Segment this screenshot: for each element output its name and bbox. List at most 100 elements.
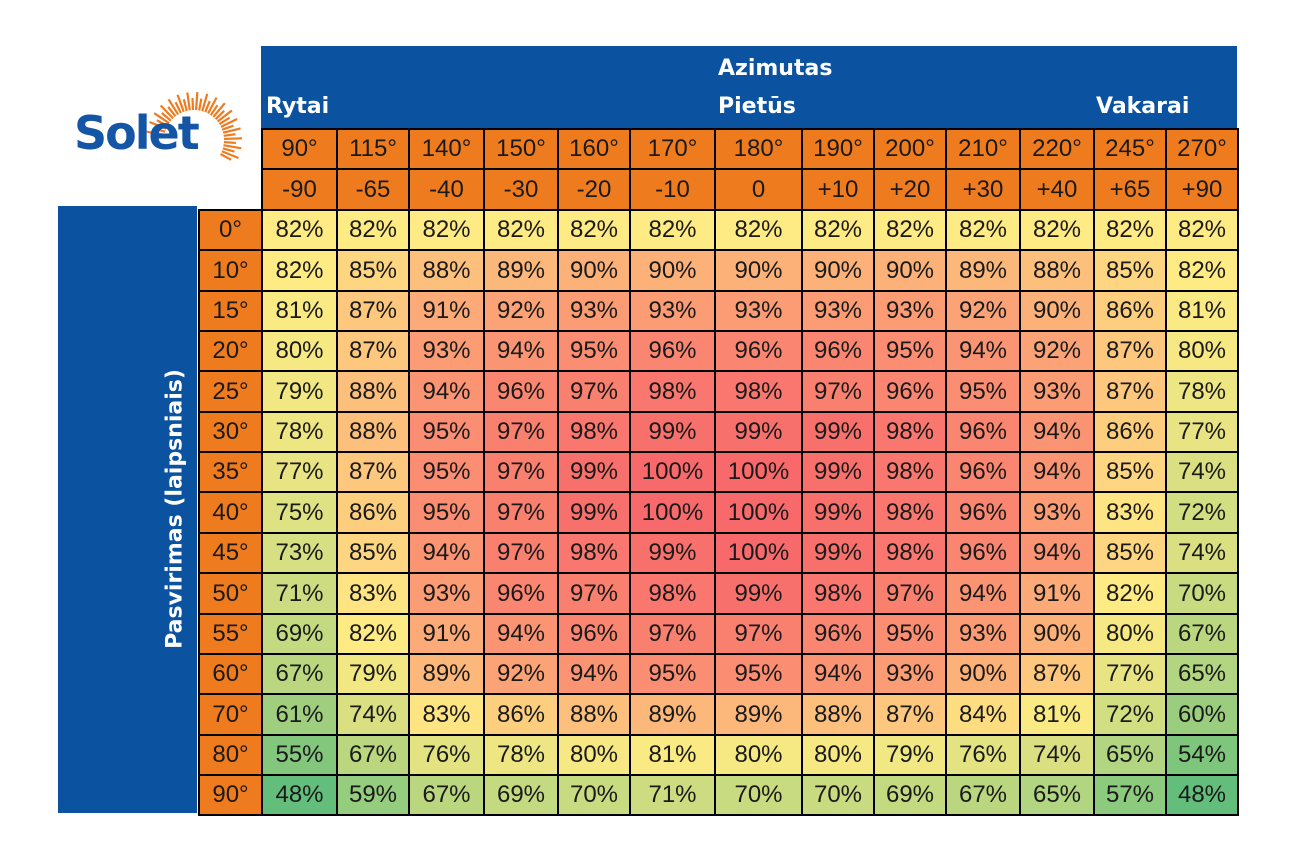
value-cell: 93% bbox=[557, 290, 631, 332]
value-cell: 87% bbox=[336, 330, 410, 372]
value-cell: 93% bbox=[801, 290, 875, 332]
tilt-cell: 0° bbox=[198, 209, 263, 251]
value-cell: 54% bbox=[1165, 734, 1239, 776]
value-cell: 82% bbox=[629, 209, 716, 251]
logo-text: Solet bbox=[74, 106, 200, 160]
value-cell: 96% bbox=[557, 613, 631, 655]
value-cell: 86% bbox=[483, 693, 559, 736]
value-cell: 60% bbox=[1165, 693, 1239, 736]
value-cell: 90% bbox=[557, 249, 631, 292]
value-cell: 77% bbox=[1165, 411, 1239, 453]
value-cell: 70% bbox=[557, 774, 631, 816]
value-cell: 86% bbox=[1093, 411, 1167, 453]
value-cell: 89% bbox=[714, 693, 803, 736]
value-cell: 93% bbox=[714, 290, 803, 332]
azimuth-offset-cell: +40 bbox=[1019, 168, 1095, 211]
value-cell: 78% bbox=[261, 411, 338, 453]
value-cell: 90% bbox=[1019, 613, 1095, 655]
value-cell: 92% bbox=[483, 653, 559, 695]
value-cell: 82% bbox=[873, 209, 947, 251]
value-cell: 97% bbox=[629, 613, 716, 655]
value-cell: 88% bbox=[801, 693, 875, 736]
sun-ray bbox=[223, 137, 243, 141]
value-cell: 82% bbox=[557, 209, 631, 251]
value-cell: 100% bbox=[714, 451, 803, 493]
value-cell: 77% bbox=[1093, 653, 1167, 695]
azimuth-offset-cell: -40 bbox=[408, 168, 485, 211]
value-cell: 97% bbox=[801, 370, 875, 413]
sun-ray bbox=[156, 119, 169, 127]
value-cell: 71% bbox=[629, 774, 716, 816]
value-cell: 48% bbox=[261, 774, 338, 816]
value-cell: 94% bbox=[408, 532, 485, 574]
sun-ray bbox=[201, 93, 209, 112]
value-cell: 97% bbox=[483, 491, 559, 534]
azimuth-offset-cell: +10 bbox=[801, 168, 875, 211]
value-cell: 98% bbox=[801, 572, 875, 615]
value-cell: 82% bbox=[336, 209, 410, 251]
value-cell: 94% bbox=[945, 572, 1021, 615]
azimuth-offset-cell: +65 bbox=[1093, 168, 1167, 211]
value-cell: 100% bbox=[714, 532, 803, 574]
value-cell: 81% bbox=[1165, 290, 1239, 332]
value-cell: 80% bbox=[801, 734, 875, 776]
azimuth-header-band bbox=[261, 46, 1237, 128]
value-cell: 94% bbox=[1019, 451, 1095, 493]
value-cell: 82% bbox=[1019, 209, 1095, 251]
value-cell: 57% bbox=[1093, 774, 1167, 816]
value-cell: 95% bbox=[945, 370, 1021, 413]
value-cell: 85% bbox=[1093, 249, 1167, 292]
tilt-cell: 45° bbox=[198, 532, 263, 574]
value-cell: 93% bbox=[945, 613, 1021, 655]
azimuth-offset-cell: -65 bbox=[336, 168, 410, 211]
value-cell: 69% bbox=[483, 774, 559, 816]
value-cell: 98% bbox=[873, 532, 947, 574]
value-cell: 87% bbox=[1019, 653, 1095, 695]
value-cell: 65% bbox=[1093, 734, 1167, 776]
value-cell: 77% bbox=[261, 451, 338, 493]
value-cell: 96% bbox=[945, 451, 1021, 493]
value-cell: 90% bbox=[714, 249, 803, 292]
azimuth-degree-cell: 190° bbox=[801, 128, 875, 170]
azimuth-offset-cell: -20 bbox=[557, 168, 631, 211]
value-cell: 93% bbox=[1019, 370, 1095, 413]
value-cell: 65% bbox=[1165, 653, 1239, 695]
value-cell: 95% bbox=[408, 411, 485, 453]
azimuth-offset-cell: +90 bbox=[1165, 168, 1239, 211]
value-cell: 99% bbox=[801, 411, 875, 453]
value-cell: 73% bbox=[261, 532, 338, 574]
value-cell: 69% bbox=[261, 613, 338, 655]
value-cell: 74% bbox=[1165, 532, 1239, 574]
tilt-cell: 90° bbox=[198, 774, 263, 816]
value-cell: 82% bbox=[1093, 209, 1167, 251]
value-cell: 96% bbox=[801, 330, 875, 372]
sun-ray bbox=[220, 117, 238, 128]
value-cell: 98% bbox=[873, 491, 947, 534]
tilt-cell: 35° bbox=[198, 451, 263, 493]
value-cell: 92% bbox=[945, 290, 1021, 332]
value-cell: 59% bbox=[336, 774, 410, 816]
value-cell: 90% bbox=[801, 249, 875, 292]
azimuth-degree-cell: 210° bbox=[945, 128, 1021, 170]
sun-ray bbox=[223, 140, 236, 145]
value-cell: 67% bbox=[261, 653, 338, 695]
tilt-cell: 80° bbox=[198, 734, 263, 776]
value-cell: 93% bbox=[629, 290, 716, 332]
sun-ray bbox=[167, 106, 177, 118]
value-cell: 82% bbox=[945, 209, 1021, 251]
sun-ray bbox=[219, 153, 232, 161]
tilt-axis-label: Pasvirimas (laipsniais) bbox=[162, 369, 188, 649]
sun-ray bbox=[222, 147, 235, 153]
value-cell: 82% bbox=[408, 209, 485, 251]
value-cell: 70% bbox=[714, 774, 803, 816]
value-cell: 100% bbox=[714, 491, 803, 534]
value-cell: 70% bbox=[1165, 572, 1239, 615]
value-cell: 85% bbox=[1093, 451, 1167, 493]
value-cell: 90% bbox=[629, 249, 716, 292]
tilt-cell: 60° bbox=[198, 653, 263, 695]
sun-ray bbox=[159, 104, 174, 120]
sun-ray bbox=[149, 120, 167, 130]
value-cell: 67% bbox=[945, 774, 1021, 816]
azimuth-offset-cell: +30 bbox=[945, 168, 1021, 211]
value-cell: 92% bbox=[483, 290, 559, 332]
